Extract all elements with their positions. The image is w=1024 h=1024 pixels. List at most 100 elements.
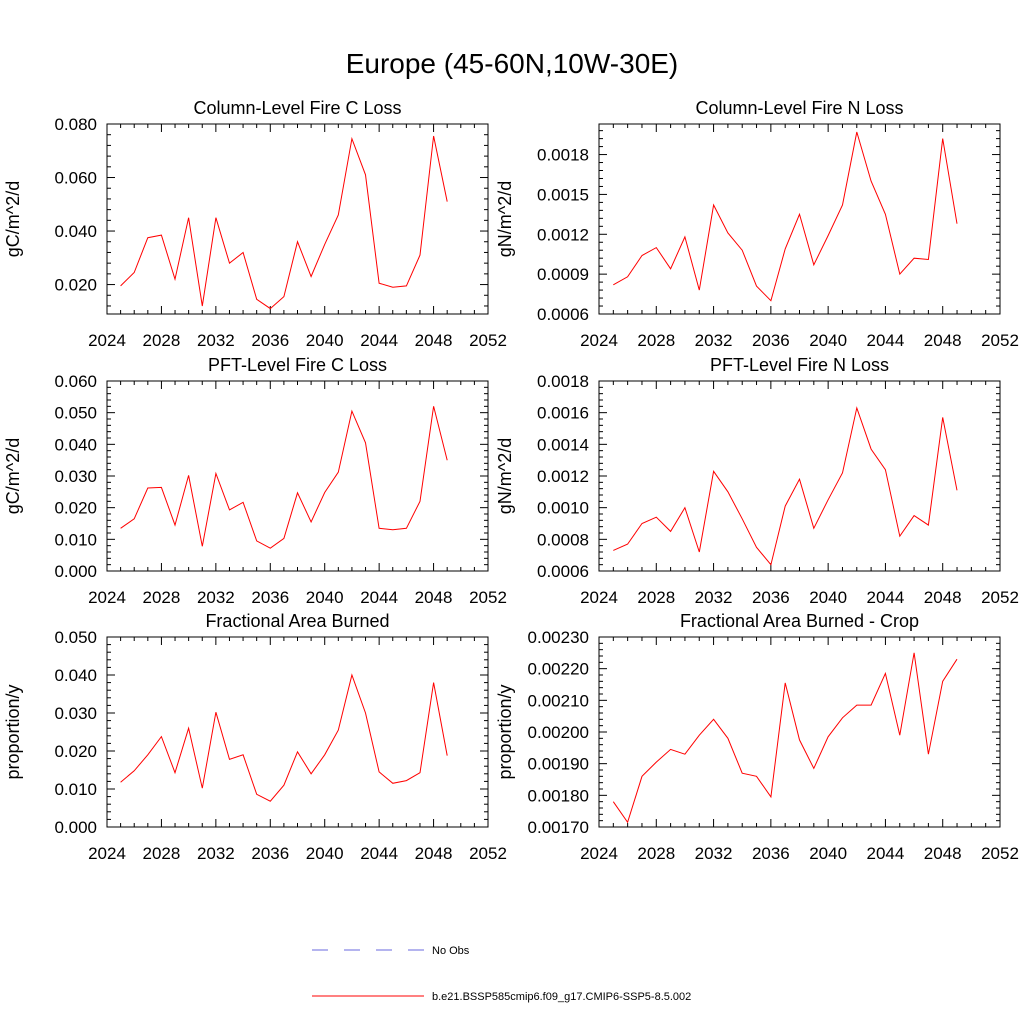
x-tick-label: 2040 — [809, 588, 847, 607]
y-tick-label: 0.00220 — [528, 660, 589, 679]
panel-title: PFT-Level Fire N Loss — [710, 355, 889, 375]
chart-panel-2: PFT-Level Fire C Loss gC/m^2/d 2024 2028 203… — [3, 355, 507, 607]
plot-frame — [106, 123, 489, 315]
series-line — [120, 673, 448, 802]
y-tick-label: 0.040 — [54, 435, 97, 454]
plot-frame — [598, 636, 1001, 828]
chart-panel-0: Column-Level Fire C Loss gC/m^2/d 2024 2028… — [3, 98, 507, 350]
legend-item-model: b.e21.BSSP585cmip6.f09_g17.CMIP6-SSP5-8.… — [312, 991, 691, 1003]
x-tick-label: 2032 — [197, 331, 235, 350]
x-tick-label: 2028 — [143, 331, 181, 350]
x-tick-label: 2032 — [197, 588, 235, 607]
chart-panel-3: PFT-Level Fire N Loss gN/m^2/d 2024 2028 203… — [495, 355, 1019, 607]
x-tick-label: 2048 — [924, 844, 962, 863]
y-tick-label: 0.00170 — [528, 818, 589, 837]
x-tick-label: 2040 — [809, 844, 847, 863]
x-tick-label: 2028 — [143, 588, 181, 607]
x-tick-label: 2028 — [637, 588, 675, 607]
y-axis-label: gC/m^2/d — [3, 181, 23, 257]
x-tick-label: 2028 — [637, 844, 675, 863]
x-tick-label: 2044 — [867, 331, 905, 350]
x-tick-label: 2052 — [469, 588, 507, 607]
x-tick-label: 2036 — [752, 844, 790, 863]
y-tick-label: 0.00230 — [528, 628, 589, 647]
x-tick-label: 2044 — [360, 331, 398, 350]
x-tick-label: 2028 — [143, 844, 181, 863]
y-tick-label: 0.0018 — [537, 372, 589, 391]
panel-title: Fractional Area Burned - Crop — [680, 611, 919, 631]
x-tick-label: 2052 — [981, 331, 1019, 350]
panel-title: Fractional Area Burned — [205, 611, 389, 631]
x-tick-label: 2044 — [867, 844, 905, 863]
y-tick-label: 0.020 — [54, 499, 97, 518]
y-axis-label: proportion/y — [495, 684, 515, 779]
x-tick-label: 2032 — [695, 331, 733, 350]
x-tick-label: 2044 — [360, 588, 398, 607]
y-axis-label: gN/m^2/d — [495, 438, 515, 514]
panel-title: Column-Level Fire C Loss — [193, 98, 401, 118]
x-tick-label: 2032 — [197, 844, 235, 863]
y-tick-label: 0.000 — [54, 562, 97, 581]
x-tick-label: 2036 — [251, 588, 289, 607]
x-tick-label: 2044 — [360, 844, 398, 863]
y-tick-label: 0.040 — [54, 666, 97, 685]
x-tick-label: 2024 — [88, 331, 126, 350]
y-tick-label: 0.00180 — [528, 786, 589, 805]
y-axis-label: gC/m^2/d — [3, 438, 23, 514]
x-tick-label: 2040 — [306, 844, 344, 863]
x-tick-label: 2048 — [924, 588, 962, 607]
legend-label-model: b.e21.BSSP585cmip6.f09_g17.CMIP6-SSP5-8.… — [432, 991, 691, 1003]
y-tick-label: 0.080 — [54, 115, 97, 134]
y-tick-label: 0.050 — [54, 628, 97, 647]
y-tick-label: 0.010 — [54, 530, 97, 549]
y-tick-label: 0.000 — [54, 818, 97, 837]
plot-frame — [598, 380, 1001, 572]
y-tick-label: 0.00200 — [528, 723, 589, 742]
y-tick-label: 0.0006 — [537, 305, 589, 324]
x-tick-label: 2036 — [251, 331, 289, 350]
x-tick-label: 2032 — [695, 844, 733, 863]
y-tick-label: 0.020 — [54, 742, 97, 761]
x-tick-label: 2052 — [469, 844, 507, 863]
series-line — [613, 406, 958, 566]
y-tick-label: 0.030 — [54, 704, 97, 723]
series-line — [120, 406, 448, 549]
y-tick-label: 0.030 — [54, 467, 97, 486]
chart-panel-4: Fractional Area Burned proportion/y 2024 20… — [3, 611, 507, 863]
x-tick-label: 2052 — [981, 588, 1019, 607]
y-tick-label: 0.0014 — [537, 435, 589, 454]
chart-panel-1: Column-Level Fire N Loss gN/m^2/d 2024 2028… — [495, 98, 1019, 350]
x-tick-label: 2024 — [580, 588, 618, 607]
y-tick-label: 0.0012 — [537, 467, 589, 486]
x-tick-label: 2052 — [469, 331, 507, 350]
x-tick-label: 2048 — [924, 331, 962, 350]
legend-item-obs: No Obs — [312, 945, 470, 957]
x-tick-label: 2024 — [88, 844, 126, 863]
plot-frame — [106, 380, 489, 572]
x-tick-label: 2032 — [695, 588, 733, 607]
x-tick-label: 2040 — [306, 588, 344, 607]
series-line — [612, 652, 958, 824]
chart-panels: Column-Level Fire C Loss gC/m^2/d 2024 2028… — [3, 98, 1019, 863]
y-tick-label: 0.0012 — [537, 225, 589, 244]
panel-title: PFT-Level Fire C Loss — [208, 355, 387, 375]
y-tick-label: 0.010 — [54, 780, 97, 799]
y-tick-label: 0.0015 — [537, 185, 589, 204]
y-tick-label: 0.0010 — [537, 499, 589, 518]
panel-title: Column-Level Fire N Loss — [695, 98, 903, 118]
legend: No Obs b.e21.BSSP585cmip6.f09_g17.CMIP6-… — [312, 945, 691, 1003]
y-tick-label: 0.0006 — [537, 562, 589, 581]
y-tick-label: 0.0016 — [537, 404, 589, 423]
y-tick-label: 0.00190 — [528, 755, 589, 774]
y-tick-label: 0.040 — [54, 222, 97, 241]
y-tick-label: 0.060 — [54, 169, 97, 188]
legend-label-obs: No Obs — [432, 945, 470, 957]
y-tick-label: 0.0009 — [537, 265, 589, 284]
x-tick-label: 2040 — [306, 331, 344, 350]
series-line — [120, 135, 448, 310]
x-tick-label: 2028 — [637, 331, 675, 350]
y-axis-label: proportion/y — [3, 684, 23, 779]
y-tick-label: 0.020 — [54, 276, 97, 295]
y-tick-label: 0.0018 — [537, 146, 589, 165]
